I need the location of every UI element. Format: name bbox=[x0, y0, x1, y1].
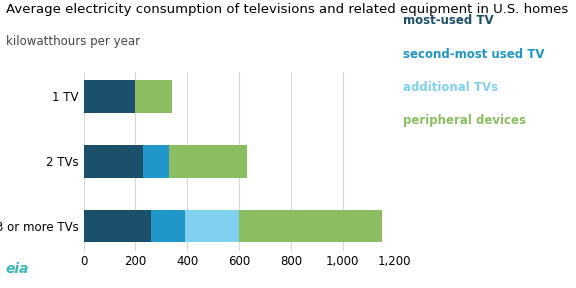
Text: peripheral devices: peripheral devices bbox=[403, 114, 526, 127]
Bar bbox=[135, 80, 172, 113]
Text: second-most used TV: second-most used TV bbox=[403, 48, 545, 60]
Bar bbox=[143, 145, 169, 177]
Text: most-used TV: most-used TV bbox=[403, 14, 494, 27]
Text: Average electricity consumption of televisions and related equipment in U.S. hom: Average electricity consumption of telev… bbox=[6, 3, 568, 16]
Bar bbox=[151, 210, 185, 242]
Text: kilowatthours per year: kilowatthours per year bbox=[6, 35, 140, 48]
Bar bbox=[84, 145, 143, 177]
Text: additional TVs: additional TVs bbox=[403, 81, 498, 94]
Bar bbox=[239, 210, 382, 242]
Bar bbox=[185, 210, 239, 242]
Text: eia: eia bbox=[6, 262, 29, 276]
Bar bbox=[84, 210, 151, 242]
Bar bbox=[84, 80, 135, 113]
Bar bbox=[169, 145, 247, 177]
